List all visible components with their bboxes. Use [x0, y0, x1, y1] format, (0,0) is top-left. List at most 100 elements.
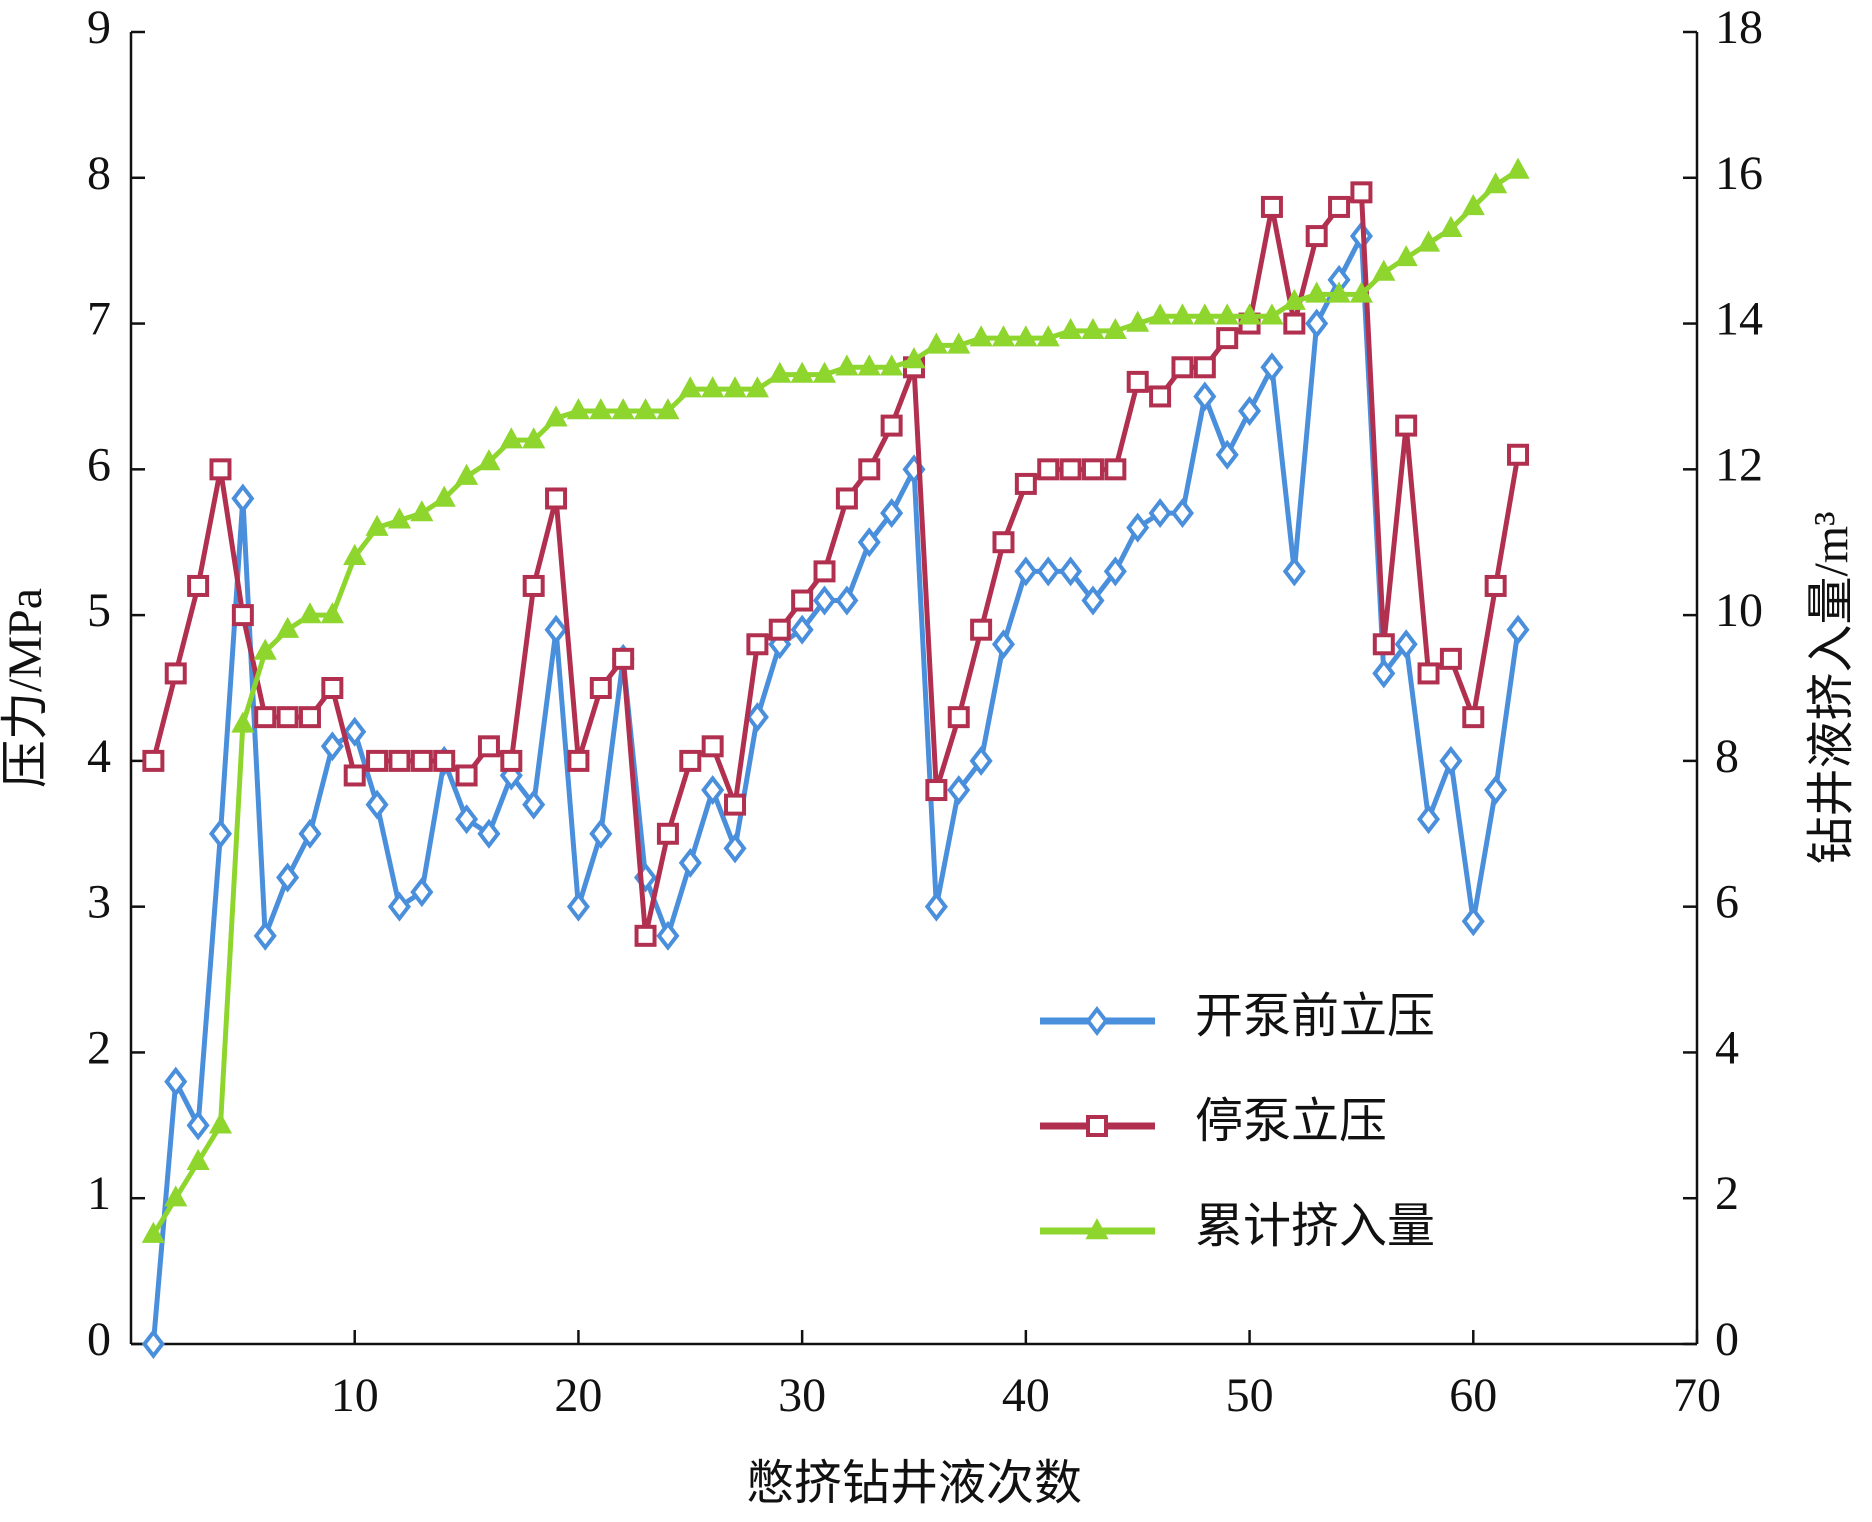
point	[231, 483, 255, 514]
point	[947, 706, 970, 729]
point	[209, 458, 232, 481]
point	[1103, 556, 1127, 587]
series-line	[150, 233, 1521, 1345]
point	[432, 485, 456, 507]
x-tick-label: 70	[1673, 1369, 1721, 1422]
point	[1193, 303, 1217, 325]
point	[1081, 458, 1104, 481]
point	[1283, 312, 1306, 335]
y2-axis-label: 钻井液挤入量/m³	[1805, 511, 1858, 864]
point	[858, 458, 881, 481]
point	[544, 405, 568, 427]
point	[500, 749, 523, 772]
point	[1193, 381, 1217, 412]
point	[970, 618, 993, 641]
y-tick-label: 7	[87, 293, 111, 346]
y-tick-label: 5	[87, 584, 111, 637]
point	[410, 877, 434, 908]
y2-tick-label: 18	[1715, 1, 1763, 54]
point	[410, 749, 433, 772]
x-tick-label: 30	[778, 1369, 826, 1422]
point	[633, 398, 658, 420]
point	[969, 325, 993, 347]
point	[835, 585, 859, 616]
point	[544, 614, 568, 645]
point	[723, 376, 747, 398]
point	[679, 749, 702, 772]
point	[1014, 472, 1037, 495]
y-axis-label: 压力/MPa	[0, 588, 52, 788]
point	[1238, 396, 1262, 427]
point	[880, 414, 903, 437]
point	[947, 775, 971, 806]
point	[768, 618, 791, 641]
point	[1305, 225, 1328, 248]
point	[320, 602, 344, 624]
y2-tick-label: 12	[1715, 438, 1763, 491]
point	[1104, 458, 1127, 481]
point	[656, 398, 680, 420]
point	[254, 706, 277, 729]
point	[947, 332, 971, 354]
point	[141, 1329, 165, 1359]
point	[723, 833, 747, 864]
point	[208, 818, 233, 849]
point	[1372, 658, 1396, 689]
point	[790, 614, 814, 645]
y2-tick-label: 16	[1715, 147, 1763, 200]
point	[276, 706, 299, 729]
point	[1059, 458, 1082, 481]
x-tick-label: 10	[331, 1369, 379, 1422]
y2-tick-label: 14	[1715, 293, 1763, 346]
point	[454, 463, 479, 485]
point	[991, 629, 1016, 660]
point	[545, 487, 568, 510]
point	[522, 574, 545, 597]
point	[589, 818, 613, 849]
point	[1148, 498, 1172, 529]
point	[343, 543, 367, 565]
point	[857, 354, 881, 376]
point	[231, 604, 254, 627]
y-tick-label: 4	[87, 730, 111, 783]
point	[366, 749, 389, 772]
point	[253, 638, 277, 660]
y-tick-label: 9	[87, 1, 111, 54]
legend-marker	[1085, 1218, 1109, 1240]
point	[1461, 906, 1485, 937]
point	[1260, 195, 1283, 218]
point	[656, 920, 680, 951]
point	[611, 398, 635, 420]
point	[276, 862, 300, 893]
point	[925, 779, 948, 802]
point	[1484, 574, 1507, 597]
point	[186, 1148, 210, 1170]
point	[1305, 308, 1329, 339]
point	[835, 487, 858, 510]
point	[1506, 157, 1530, 179]
point	[1260, 352, 1284, 383]
point	[1417, 804, 1441, 835]
point	[477, 449, 501, 471]
point	[991, 325, 1016, 347]
y2-tick-label: 4	[1715, 1021, 1739, 1074]
point	[365, 789, 389, 820]
point	[276, 616, 300, 638]
point	[746, 633, 769, 656]
point	[1282, 288, 1306, 310]
point	[433, 749, 456, 772]
y-tick-label: 1	[87, 1167, 111, 1220]
point	[1394, 629, 1418, 660]
point	[701, 735, 724, 758]
point	[1126, 370, 1149, 393]
point	[745, 376, 769, 398]
legend-label: 停泵立压	[1195, 1095, 1387, 1148]
point	[902, 347, 926, 369]
point	[567, 749, 590, 772]
y-tick-label: 0	[87, 1313, 111, 1366]
point	[566, 398, 591, 420]
point	[1439, 647, 1462, 670]
point	[589, 398, 613, 420]
